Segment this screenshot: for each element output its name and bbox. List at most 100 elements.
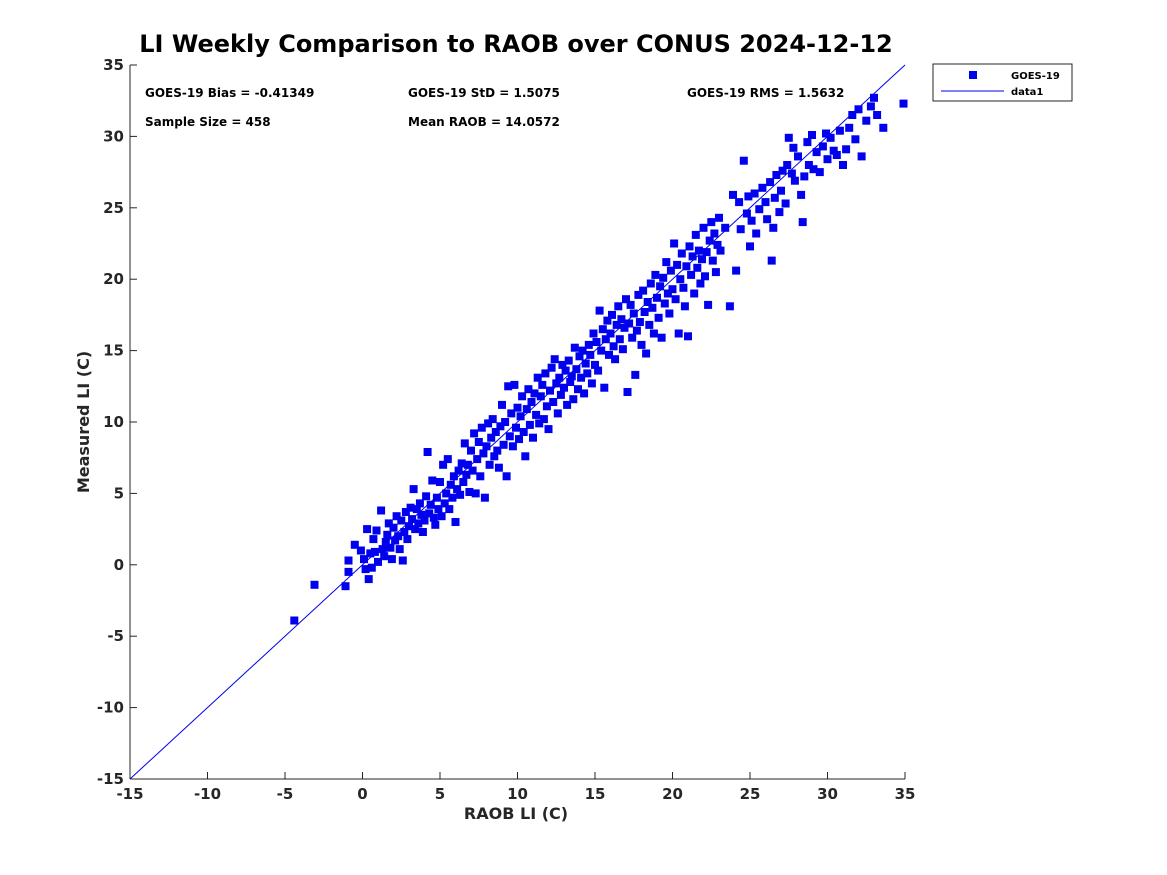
scatter-point [829, 146, 838, 155]
scatter-point [530, 389, 539, 398]
y-tick-label: 0 [114, 556, 124, 574]
scatter-point [761, 198, 770, 207]
scatter-point [670, 239, 679, 248]
scatter-point [639, 286, 648, 295]
scatter-point [637, 340, 646, 349]
scatter-point [790, 176, 799, 185]
scatter-point [372, 526, 381, 535]
scatter-point [504, 382, 513, 391]
scatter-point [713, 240, 722, 249]
scatter-point [767, 256, 776, 265]
y-tick-label: -10 [97, 699, 124, 717]
scatter-point [491, 428, 500, 436]
scatter-point [412, 505, 421, 514]
scatter-point [415, 499, 424, 508]
scatter-point [721, 223, 730, 232]
scatter-point [494, 463, 503, 472]
scatter-point [564, 356, 573, 365]
scatter-point [618, 345, 627, 354]
scatter-point [642, 349, 651, 358]
scatter-point [645, 320, 654, 329]
legend-marker-goes19 [969, 71, 977, 79]
scatter-point [679, 283, 688, 292]
scatter-point [459, 478, 468, 486]
scatter-point [422, 492, 431, 501]
scatter-point [426, 500, 435, 509]
scatter-point [496, 422, 505, 431]
scatter-point [572, 365, 581, 374]
scatter-point [663, 289, 672, 298]
scatter-point [468, 466, 477, 475]
scatter-point [367, 563, 376, 572]
scatter-point [684, 332, 692, 341]
scatter-point [708, 256, 717, 265]
scatter-point [789, 143, 798, 152]
scatter-point [626, 300, 635, 309]
scatter-point [519, 428, 528, 436]
scatter-point [744, 192, 753, 201]
scatter-point [480, 493, 489, 502]
scatter-point [361, 565, 370, 574]
scatter-point [577, 373, 586, 382]
scatter-point [542, 402, 551, 411]
scatter-point [693, 263, 702, 272]
mean-raob-annotation: Mean RAOB = 14.0572 [408, 115, 560, 129]
scatter-point [763, 215, 772, 224]
scatter-point [356, 546, 365, 555]
scatter-point [691, 230, 700, 239]
scatter-point [716, 246, 725, 255]
y-axis-label: Measured LI (C) [74, 351, 93, 493]
scatter-point [425, 509, 434, 518]
scatter-point [502, 472, 511, 481]
scatter-point [550, 355, 559, 364]
scatter-point [581, 359, 590, 368]
x-axis-label: RAOB LI (C) [464, 804, 568, 823]
scatter-point [854, 105, 863, 114]
scatter-point [671, 295, 680, 304]
scatter-point [380, 552, 389, 561]
scatter-point [488, 415, 497, 424]
scatter-point [501, 418, 510, 426]
scatter-point [431, 520, 440, 529]
scatter-point [439, 460, 448, 469]
scatter-point [634, 290, 643, 299]
scatter-point [341, 582, 350, 591]
scatter-point [378, 545, 387, 554]
scatter-point [553, 409, 562, 418]
scatter-point [584, 340, 593, 349]
scatter-point [707, 218, 716, 227]
scatter-point [591, 360, 599, 369]
x-tick-label: 35 [895, 785, 916, 803]
scatter-point [680, 302, 689, 311]
scatter-point [383, 530, 392, 539]
scatter-point [725, 302, 734, 311]
scatter-point [434, 505, 443, 514]
scatter-point [606, 329, 615, 338]
scatter-point [541, 369, 550, 378]
scatter-point [595, 306, 604, 315]
scatter-point [608, 310, 616, 319]
scatter-point [668, 285, 677, 294]
scatter-point [539, 415, 548, 424]
scatter-point [516, 412, 525, 421]
scatter-point [546, 386, 554, 395]
scatter-point [499, 440, 508, 449]
scatter-point [696, 279, 705, 288]
scatter-point [600, 383, 609, 392]
y-tick-label: 20 [103, 270, 124, 288]
scatter-point [555, 373, 564, 382]
scatter-point [662, 258, 671, 267]
scatter-point [445, 505, 454, 514]
scatter-point [783, 161, 792, 169]
scatter-point [363, 525, 372, 534]
scatter-point [544, 425, 553, 434]
scatter-markers [290, 93, 908, 625]
scatter-point [622, 295, 630, 304]
scatter-point [797, 190, 806, 199]
scatter-point [866, 102, 875, 111]
sample-size-annotation: Sample Size = 458 [145, 115, 271, 129]
scatter-point [310, 580, 319, 589]
scatter-point [389, 523, 398, 532]
scatter-point [685, 242, 694, 251]
scatter-point [614, 302, 623, 311]
